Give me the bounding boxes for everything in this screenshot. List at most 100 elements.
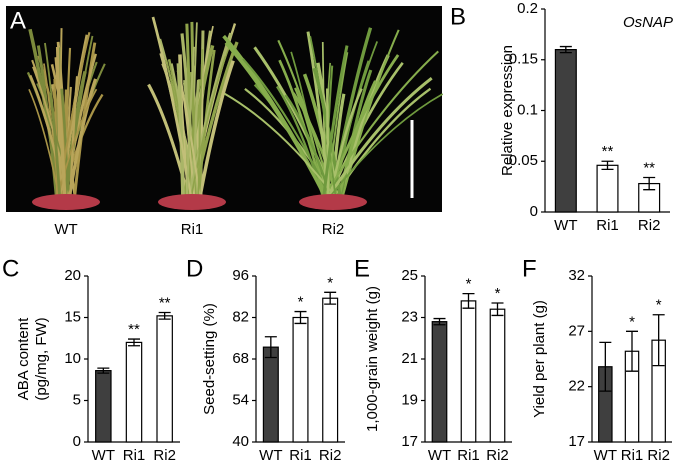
y-tick-label: 17 [568,433,585,450]
y-tick-label: 0.1 [517,101,538,118]
y-tick-label: 21 [401,350,418,367]
bar [292,316,309,443]
significance-label: * [298,294,304,311]
plant-photo [6,6,444,212]
x-tick-label: Ri1 [457,447,480,464]
bar [95,370,112,443]
x-tick-label: Ri1 [123,447,146,464]
y-tick-label: 22 [568,378,585,395]
bar [156,315,173,443]
y-tick-label: 0.15 [509,51,538,68]
panel-letter: E [354,255,370,282]
significance-label: ** [602,143,614,160]
x-tick-label: Ri2 [319,447,342,464]
significance-label: ** [128,321,140,338]
y-tick-label: 23 [401,308,418,325]
pot [158,194,226,210]
x-tick-label: Ri1 [596,217,619,234]
x-tick-label: Ri2 [647,447,670,464]
y-tick-label: 5 [73,391,81,408]
plant-leaf [326,88,330,199]
x-tick-label: WT [259,447,282,464]
x-tick-label: WT [92,447,115,464]
x-tick-label: Ri2 [486,447,509,464]
bar [322,297,339,443]
plant-leaf [326,76,433,199]
y-axis-label: 1,000-grain weight (g) [364,286,381,432]
y-tick-label: 68 [232,350,249,367]
plant-leaf [328,93,444,199]
error-bar [626,330,638,372]
y-tick-label: 32 [568,267,585,284]
panel-letter: C [2,255,19,282]
plant-leaf [182,82,200,199]
y-tick-label: 0.05 [509,152,538,169]
plant-leaf [56,88,98,199]
plant-leaf [185,46,196,199]
error-bar [643,176,656,191]
error-bar [559,45,572,54]
y-tick-label: 19 [401,391,418,408]
panel-letter: D [186,255,203,282]
error-bar [324,291,337,305]
significance-label: * [656,297,662,314]
y-tick-label: 15 [64,308,81,325]
y-axis-label: ABA content [15,317,32,400]
plant-leaf [69,76,79,199]
y-tick-label: 25 [401,267,418,284]
error-bar [601,160,614,171]
photo-caption: WT [54,221,77,238]
panel-letter: A [10,7,26,34]
plant-leaf [53,78,59,199]
bar [262,346,279,443]
bar [489,308,506,443]
y-axis-label: Relative expression [499,45,516,176]
plant-leaf [197,48,204,199]
error-bar [491,302,504,317]
x-tick-label: Ri2 [638,217,661,234]
x-tick-label: Ri1 [289,447,312,464]
significance-label: * [629,313,635,330]
significance-label: * [466,276,472,293]
x-tick-label: Ri2 [153,447,176,464]
bar [431,321,448,443]
error-bar [433,317,446,326]
bar [554,48,577,213]
y-axis-label: Seed-setting (%) [201,303,218,415]
panel-letter: B [450,3,466,30]
y-tick-label: 40 [232,433,249,450]
panel-letter: F [522,255,537,282]
bar [125,341,143,443]
error-bar [599,341,612,392]
plant-leaf [224,92,337,199]
chart-title: OsNAP [623,14,673,31]
x-tick-label: WT [554,217,577,234]
pot [32,194,100,210]
y-tick-label: 54 [232,391,249,408]
plant-leaf [224,41,328,199]
y-tick-label: 20 [64,267,81,284]
plant-leaf [73,42,97,199]
error-bar [294,310,307,325]
plant-leaf [54,57,67,199]
photo-caption: Ri1 [181,221,204,238]
plant-leaf [48,92,62,199]
significance-label: ** [159,294,171,311]
y-tick-label: 96 [232,267,249,284]
y-tick-label: 0 [73,433,81,450]
plant-leaf [198,60,235,199]
significance-label: ** [643,159,655,176]
x-tick-label: WT [594,447,617,464]
plant-leaf [176,63,185,199]
x-tick-label: WT [428,447,451,464]
error-bar [462,292,475,309]
significance-label: * [327,274,333,291]
photo-caption: Ri2 [322,221,345,238]
plant-leaf [63,70,87,199]
y-tick-label: 0 [530,203,538,220]
y-axis-label: Yield per plant (g) [531,300,548,418]
error-bar [158,311,171,320]
y-tick-label: 27 [568,322,585,339]
error-bar [652,314,665,367]
